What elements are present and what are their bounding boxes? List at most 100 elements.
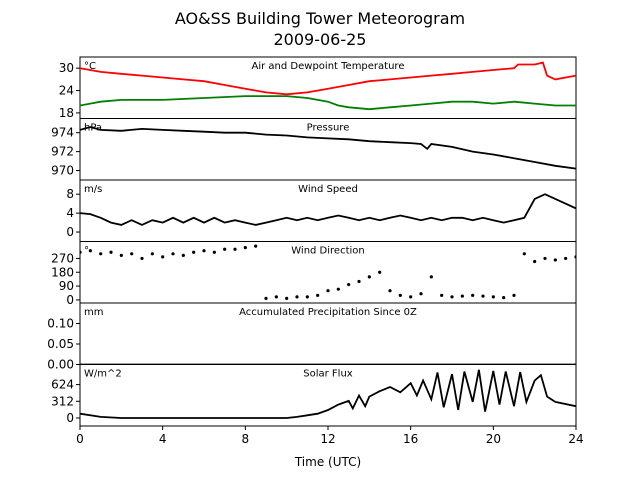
wind-direction-point	[181, 253, 185, 257]
wind-direction-point	[533, 259, 537, 264]
wind-direction-point	[512, 293, 516, 297]
wind-direction-point	[357, 279, 361, 284]
series-line-2-1	[80, 126, 576, 170]
y-tick-label: 24	[59, 84, 74, 98]
series-line-3-1	[80, 193, 576, 226]
wind-direction-point	[522, 252, 526, 256]
wind-direction-point	[574, 255, 576, 259]
wind-direction-point	[450, 295, 454, 299]
wind-direction-point	[109, 250, 113, 254]
panel-unit: W/m^2	[84, 369, 122, 380]
wind-direction-point	[553, 258, 557, 262]
wind-direction-point	[409, 295, 413, 299]
wind-direction-point	[305, 295, 309, 299]
wind-direction-point	[254, 244, 258, 248]
wind-direction-points	[80, 244, 576, 300]
panel-unit: °	[84, 246, 89, 257]
panel-title: Air and Dewpoint Temperature	[252, 61, 405, 72]
wind-direction-point	[233, 247, 237, 251]
y-tick-label: 270	[51, 251, 74, 265]
wind-direction-point	[192, 250, 196, 254]
wind-direction-point	[88, 249, 92, 253]
panel-title: Wind Speed	[298, 184, 358, 195]
figure-title: AO&SS Building Tower Meteorogram	[175, 9, 465, 28]
wind-direction-point	[161, 255, 165, 259]
wind-direction-point	[150, 252, 154, 256]
x-tick-label: 4	[159, 432, 167, 446]
wind-direction-point	[80, 250, 82, 254]
wind-direction-point	[274, 295, 278, 299]
wind-direction-point	[171, 252, 175, 256]
wind-direction-point	[378, 270, 382, 274]
panel-unit: m/s	[84, 184, 102, 195]
y-tick-label: 90	[59, 279, 74, 293]
y-tick-label: 0	[66, 411, 74, 425]
y-tick-label: 970	[51, 164, 74, 178]
wind-direction-point	[264, 296, 268, 300]
wind-direction-point	[502, 296, 506, 300]
wind-direction-point	[367, 275, 371, 279]
y-tick-label: 0	[66, 225, 74, 239]
y-tick-label: 974	[51, 126, 74, 140]
wind-direction-point	[419, 292, 423, 296]
series-line-6-1	[80, 369, 576, 419]
panel-2: 970 972 974 hPa Pressure	[51, 118, 577, 181]
panel-unit: hPa	[84, 123, 102, 134]
wind-direction-point	[295, 295, 299, 299]
panel-unit: mm	[84, 307, 103, 318]
y-tick-label: 30	[59, 61, 74, 75]
wind-direction-point	[99, 252, 103, 256]
y-tick-label: 0.00	[47, 358, 74, 372]
y-tick-label: 0	[66, 293, 74, 307]
wind-direction-point	[471, 293, 475, 297]
series-line-1-1	[80, 61, 576, 96]
panel-title: Wind Direction	[291, 246, 365, 257]
x-tick-label: 12	[320, 432, 335, 446]
x-tick-label: 24	[568, 432, 583, 446]
series-line-1-2	[80, 95, 576, 111]
x-tick-label: 20	[486, 432, 501, 446]
wind-direction-point	[398, 293, 402, 297]
figure-subtitle: 2009-06-25	[274, 30, 367, 49]
panel-title: Accumulated Precipitation Since 0Z	[239, 307, 417, 318]
wind-direction-point	[202, 249, 206, 253]
wind-direction-point	[564, 256, 568, 261]
wind-direction-point	[223, 247, 227, 251]
y-tick-label: 312	[51, 394, 74, 408]
wind-direction-point	[212, 250, 216, 254]
wind-direction-point	[388, 289, 392, 293]
panel-title: Pressure	[307, 123, 350, 134]
y-tick-label: 8	[66, 187, 74, 201]
wind-direction-point	[440, 293, 444, 297]
wind-direction-point	[285, 296, 289, 300]
wind-direction-point	[460, 294, 464, 298]
wind-direction-point	[347, 282, 351, 287]
wind-direction-point	[130, 252, 134, 256]
wind-direction-point	[543, 256, 547, 261]
wind-direction-point	[491, 295, 495, 299]
y-tick-label: 972	[51, 145, 74, 159]
wind-direction-point	[119, 253, 123, 257]
wind-direction-point	[243, 246, 247, 250]
wind-direction-point	[429, 275, 433, 279]
wind-direction-point	[336, 287, 340, 291]
wind-direction-point	[326, 289, 330, 293]
x-axis-label: Time (UTC)	[294, 455, 361, 469]
y-tick-label: 624	[51, 378, 74, 392]
panel-5: 0.00 0.05 0.10 mm Accumulated Precipitation …	[47, 302, 577, 372]
y-tick-label: 0.10	[47, 317, 74, 331]
panel-unit: °C	[84, 61, 96, 72]
y-tick-label: 0.05	[47, 337, 74, 351]
wind-direction-point	[481, 294, 485, 298]
panel-3: 0 4 8 m/s Wind Speed	[66, 179, 577, 242]
wind-direction-point	[316, 293, 320, 297]
panel-1: 18 24 30 °C Air and Dewpoint Temperature	[59, 56, 577, 120]
panel-title: Solar Flux	[303, 369, 353, 380]
x-tick-label: 8	[242, 432, 250, 446]
y-tick-label: 180	[51, 265, 74, 279]
y-tick-label: 18	[59, 106, 74, 120]
x-tick-label: 0	[76, 432, 84, 446]
